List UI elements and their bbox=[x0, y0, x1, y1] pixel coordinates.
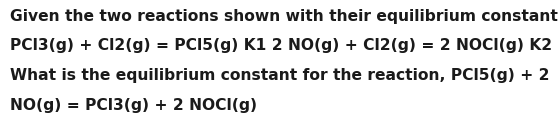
Text: NO(g) = PCl3(g) + 2 NOCl(g): NO(g) = PCl3(g) + 2 NOCl(g) bbox=[10, 98, 257, 113]
Text: Given the two reactions shown with their equilibrium constants,: Given the two reactions shown with their… bbox=[10, 9, 558, 24]
Text: PCl3(g) + Cl2(g) = PCl5(g) K1 2 NO(g) + Cl2(g) = 2 NOCl(g) K2: PCl3(g) + Cl2(g) = PCl5(g) K1 2 NO(g) + … bbox=[10, 38, 552, 53]
Text: What is the equilibrium constant for the reaction, PCl5(g) + 2: What is the equilibrium constant for the… bbox=[10, 68, 550, 83]
